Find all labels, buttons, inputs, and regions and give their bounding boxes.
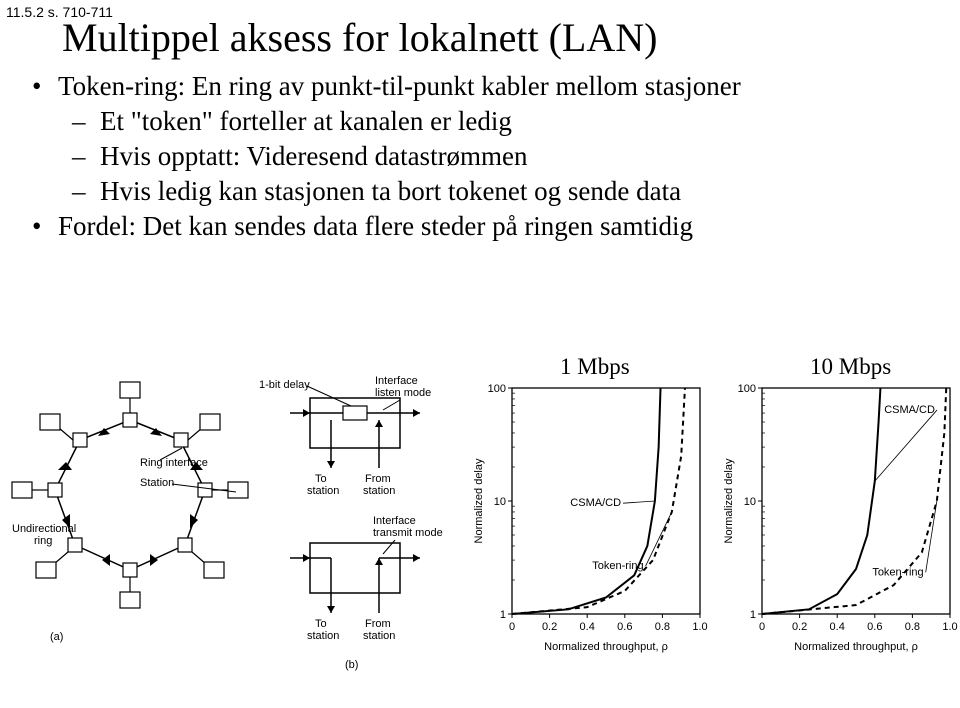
svg-text:CSMA/CD: CSMA/CD <box>570 497 621 509</box>
svg-text:Token-ring: Token-ring <box>592 560 643 572</box>
to-station-label-2: station <box>307 485 339 497</box>
undirectional-ring-label-2: ring <box>34 535 52 547</box>
to-station-label-3: To <box>315 618 327 630</box>
page-title: Multippel aksess for lokalnett (LAN) <box>62 14 942 61</box>
from-station-label-3: From <box>365 618 391 630</box>
fig-b-caption: (b) <box>345 659 358 671</box>
svg-text:Token-ring: Token-ring <box>872 566 923 578</box>
from-station-label-4: station <box>363 630 395 642</box>
svg-text:0: 0 <box>759 621 765 633</box>
svg-text:0.2: 0.2 <box>792 621 807 633</box>
sub-bullet-1: Et "token" forteller at kanalen er ledig <box>72 104 942 139</box>
svg-text:1: 1 <box>500 609 506 621</box>
bullet-1: Token-ring: En ring av punkt-til-punkt k… <box>32 69 942 104</box>
svg-text:1.0: 1.0 <box>692 621 707 633</box>
from-station-label-1: From <box>365 473 391 485</box>
svg-text:10: 10 <box>744 496 756 508</box>
svg-text:100: 100 <box>738 383 756 395</box>
to-station-label-1: To <box>315 473 327 485</box>
bullet-2: Fordel: Det kan sendes data flere steder… <box>32 209 942 244</box>
svg-text:1: 1 <box>750 609 756 621</box>
figure-a: Ring interface Station Undirectional rin… <box>10 380 250 660</box>
svg-text:0.6: 0.6 <box>867 621 882 633</box>
bit-delay-label: 1-bit delay <box>259 379 310 391</box>
chart-1mbps: 1 Mbps 1 10 100 0 0.2 0.4 0.6 0.8 1.0 Normalized … <box>470 356 710 646</box>
sub-bullet-list: Et "token" forteller at kanalen er ledig… <box>72 104 942 209</box>
chart-1-title: 1 Mbps <box>560 354 630 380</box>
sub-bullet-2: Hvis opptatt: Videresend datastrømmen <box>72 139 942 174</box>
svg-text:0.6: 0.6 <box>617 621 632 633</box>
svg-text:0.2: 0.2 <box>542 621 557 633</box>
transmit-mode-label-2: transmit mode <box>373 527 443 539</box>
ring-interface-label: Ring interface <box>140 457 208 469</box>
figure-b: 1-bit delay Interface listen mode To sta… <box>255 368 455 678</box>
undirectional-ring-label-1: Undirectional <box>12 523 76 535</box>
chart-2-title: 10 Mbps <box>810 354 891 380</box>
svg-text:CSMA/CD: CSMA/CD <box>884 404 935 416</box>
bullet-list: Token-ring: En ring av punkt-til-punkt k… <box>32 69 942 244</box>
sub-bullet-3: Hvis ledig kan stasjonen ta bort tokenet… <box>72 174 942 209</box>
svg-text:0: 0 <box>509 621 515 633</box>
figures-area: Ring interface Station Undirectional rin… <box>0 350 960 700</box>
chart-10mbps: 10 Mbps 1 10 100 0 0.2 0.4 0.6 0.8 1.0 Normalized… <box>720 356 960 646</box>
listen-mode-label-1: Interface <box>375 375 418 387</box>
svg-text:Normalized throughput, ρ: Normalized throughput, ρ <box>544 641 668 653</box>
svg-text:0.8: 0.8 <box>655 621 670 633</box>
from-station-label-2: station <box>363 485 395 497</box>
listen-mode-label-2: listen mode <box>375 387 431 399</box>
svg-text:10: 10 <box>494 496 506 508</box>
fig-a-caption: (a) <box>50 631 63 643</box>
svg-text:Normalized throughput, ρ: Normalized throughput, ρ <box>794 641 918 653</box>
svg-text:0.8: 0.8 <box>905 621 920 633</box>
to-station-label-4: station <box>307 630 339 642</box>
svg-text:Normalized delay: Normalized delay <box>723 458 735 543</box>
svg-text:100: 100 <box>488 383 506 395</box>
svg-text:0.4: 0.4 <box>580 621 595 633</box>
station-label: Station <box>140 477 174 489</box>
transmit-mode-label-1: Interface <box>373 515 416 527</box>
svg-text:1.0: 1.0 <box>942 621 957 633</box>
svg-text:Normalized delay: Normalized delay <box>473 458 485 543</box>
svg-text:0.4: 0.4 <box>830 621 845 633</box>
reference-label: 11.5.2 s. 710-711 <box>6 4 113 20</box>
